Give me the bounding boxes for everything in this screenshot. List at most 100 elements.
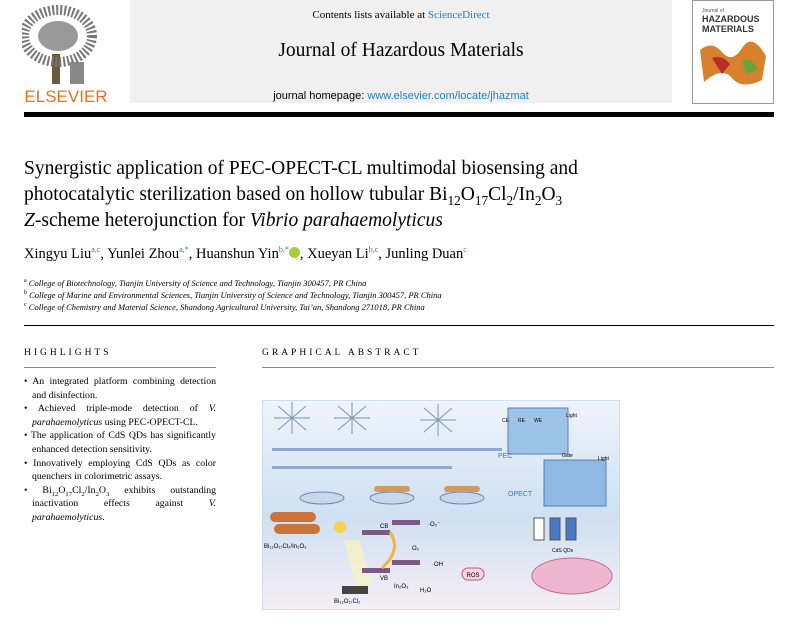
highlight-text: An integrated platform combining detecti… (32, 376, 217, 401)
affiliation-label: a (24, 278, 27, 285)
figure-label: OPECT (508, 491, 533, 498)
affiliation-label: b (24, 290, 27, 297)
figure-label: PEC (498, 453, 512, 460)
title-part: -scheme heterojunction for (34, 210, 250, 231)
figure-label: Light (566, 413, 577, 419)
cover-map-red (712, 56, 730, 74)
orcid-icon[interactable] (288, 246, 300, 258)
article-title: Synergistic application of PEC-OPECT-CL … (24, 156, 724, 234)
decoration (274, 402, 310, 434)
highlight-text: O (58, 484, 66, 496)
highlight-item: • Achieved triple-mode detection of V. p… (24, 403, 217, 428)
decoration (533, 517, 545, 541)
vials (533, 517, 577, 541)
bocl-block (342, 586, 368, 594)
highlight-text: O (98, 484, 106, 496)
affiliation: a College of Biotechnology, Tianjin Univ… (24, 278, 366, 288)
figure-label: ROS (466, 573, 479, 579)
title-part: Cl (488, 184, 507, 205)
highlight-item: • Bi12O17Cl2/In2O3 exhibits outstanding … (24, 484, 216, 523)
tubular-material (270, 512, 320, 534)
title-part: Vibrio parahaemolyticus (249, 210, 443, 231)
journal-header (130, 0, 672, 103)
figure-label: CB (380, 524, 388, 530)
highlight-text: Bi (42, 484, 52, 496)
homepage-line: journal homepage: www.elsevier.com/locat… (130, 90, 672, 102)
decoration (439, 491, 485, 505)
highlight-text: /In (84, 484, 96, 496)
band-bars (362, 520, 420, 573)
decoration (444, 486, 480, 492)
journal-cover: Journal of HAZARDOUS MATERIALS (692, 0, 774, 104)
decoration (288, 246, 300, 258)
affiliation: c College of Chemistry and Material Scie… (24, 302, 425, 312)
highlights-list: • An integrated platform combining detec… (24, 375, 216, 525)
transistor-cell (543, 459, 607, 507)
title-part: O (460, 184, 475, 205)
author[interactable]: Xingyu Liu (24, 245, 92, 262)
decoration (374, 486, 480, 492)
header-rule (24, 112, 774, 117)
highlight-text: V. parahaemolyticus (32, 498, 216, 523)
affiliation-text: College of Chemistry and Material Scienc… (28, 302, 425, 312)
decoration (270, 512, 316, 522)
title-part: /In (513, 184, 535, 205)
author[interactable]: Junling Duan (385, 245, 464, 262)
author-list: Xingyu Liua,c, Yunlei Zhoua,*, Huanshun … (24, 245, 467, 262)
cover-small: Journal of (702, 8, 725, 14)
cover-title-2: MATERIALS (702, 24, 754, 34)
graphical-abstract-heading: GRAPHICAL ABSTRACT (262, 348, 422, 358)
journal-name: Journal of Hazardous Materials (278, 40, 524, 61)
figure-label: CdS QDs (552, 548, 574, 554)
decoration (362, 568, 390, 573)
highlight-text: . (102, 511, 105, 523)
sciencedirect-link[interactable]: ScienceDirect (427, 9, 490, 21)
ros-badge (461, 567, 485, 581)
affiliation: b College of Marine and Environmental Sc… (24, 290, 442, 300)
sun (334, 521, 346, 533)
highlight-item: • An integrated platform combining detec… (24, 376, 217, 401)
decoration (392, 560, 420, 565)
title-sub: 2 (506, 192, 514, 208)
section-rule (24, 325, 774, 326)
figure-label: RE (518, 418, 526, 424)
contents-line: Contents lists available at ScienceDirec… (130, 9, 672, 21)
author[interactable]: Huanshun Yin (196, 245, 279, 262)
figure-label: VB (380, 576, 388, 582)
decoration (334, 402, 370, 434)
decoration (549, 517, 561, 541)
probe-stars (274, 402, 456, 436)
cover-map (700, 41, 766, 85)
figure-label: In₂O₃ (394, 584, 409, 590)
figure (70, 62, 84, 84)
figure-label: Bi₁₂O₁₇Cl₂/In₂O₃ (264, 544, 307, 550)
highlight-text: Cl (72, 484, 82, 496)
publisher-name: ELSEVIER (24, 87, 107, 104)
highlight-text: V. parahaemolyticus (32, 403, 217, 428)
graphical-abstract-rule (262, 367, 774, 368)
author-affil: a,* (179, 245, 189, 254)
figure-label: Bi₁₂O₁₇Cl₂ (334, 599, 361, 605)
highlights-heading: HIGHLIGHTS (24, 348, 112, 358)
cell (507, 407, 569, 455)
author[interactable]: Yunlei Zhou (107, 245, 180, 262)
decoration (362, 530, 390, 535)
charge-transfer (380, 531, 396, 570)
decoration (420, 404, 456, 436)
highlight-text: Achieved triple-mode detection of (37, 403, 209, 415)
highlight-text: Innovatively employing CdS QDs as color … (32, 457, 216, 483)
figure-label: WE (534, 418, 543, 424)
title-sub: 12 (447, 192, 461, 208)
homepage-prefix: journal homepage: (273, 90, 365, 102)
author[interactable]: Xueyan Li (307, 245, 369, 262)
homepage-link[interactable]: www.elsevier.com/locate/jhazmat (367, 90, 529, 102)
decoration (272, 448, 502, 451)
figure-label: Light (598, 456, 609, 462)
author-affil: b,c (368, 245, 379, 254)
electrode-tubes (299, 486, 485, 505)
highlight-sub: 17 (65, 490, 73, 498)
title-part: Synergistic application of PEC-OPECT-CL … (24, 158, 578, 179)
affiliation-text: College of Marine and Environmental Scie… (29, 290, 442, 300)
highlight-sub: 12 (51, 490, 59, 498)
